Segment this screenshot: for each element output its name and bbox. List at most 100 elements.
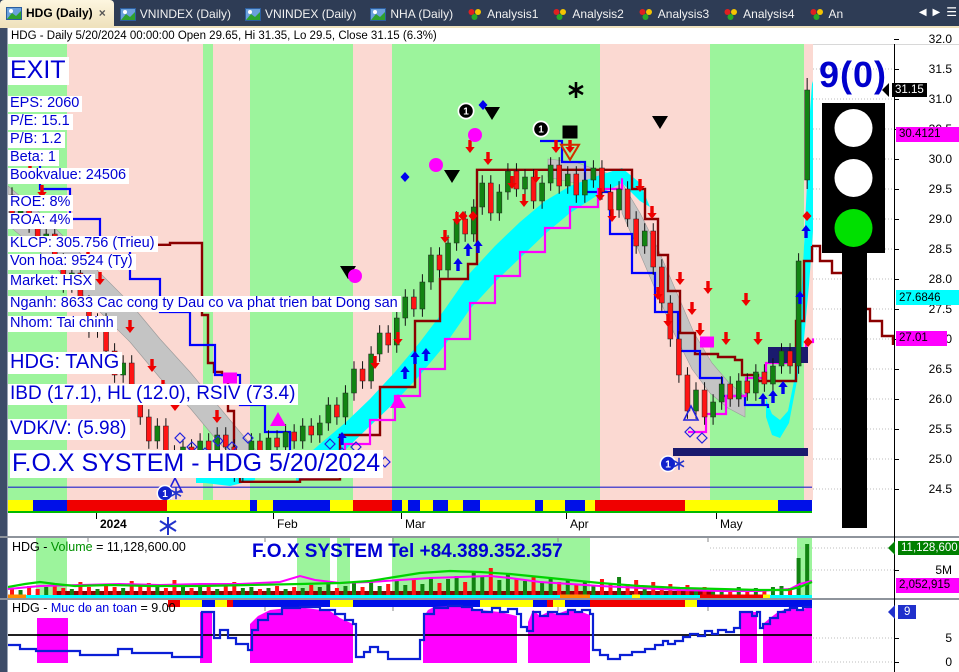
date-tick xyxy=(401,513,402,519)
price-tick xyxy=(894,219,899,220)
analysis-icon xyxy=(639,8,652,20)
traffic-light xyxy=(822,103,885,513)
price-tick-label: 27.5 xyxy=(928,302,952,316)
price-tick xyxy=(894,399,899,400)
date-tick xyxy=(716,513,717,519)
price-tick-label: 29.0 xyxy=(928,212,952,226)
tab-label: VNINDEX (Daily) xyxy=(139,7,232,21)
overlay-pb: P/B: 1.2 xyxy=(8,131,65,149)
date-label: May xyxy=(720,517,743,531)
chart-icon xyxy=(245,7,262,21)
volume-value-chip: 11,128,600 xyxy=(888,540,959,556)
tab-hdg-daily-[interactable]: HDG (Daily) × xyxy=(0,0,114,26)
date-tick xyxy=(273,513,274,519)
price-tick xyxy=(894,159,899,160)
overlay-fox: F.O.X SYSTEM - HDG 5/20/2024 xyxy=(10,450,384,478)
analysis-icon xyxy=(810,8,823,20)
chart-icon xyxy=(6,6,22,20)
tab-analysis3[interactable]: Analysis3 xyxy=(632,2,717,26)
price-tick xyxy=(894,489,899,490)
snowflake-icon xyxy=(159,517,177,535)
analysis-icon xyxy=(724,8,738,20)
overlay-klcp: KLCP: 305.756 (Trieu) xyxy=(8,235,158,253)
tab-label: Analysis2 xyxy=(572,7,624,21)
signal-count-label: 9(0) xyxy=(818,54,888,95)
price-tick xyxy=(894,69,899,70)
price-value-chip: 27.01 xyxy=(896,330,947,346)
price-value-chip: 27.6846 xyxy=(896,290,959,306)
price-tick-label: 26.0 xyxy=(928,392,952,406)
price-tick-label: 28.5 xyxy=(928,242,952,256)
pane-splitter-2[interactable] xyxy=(0,598,959,600)
price-tick xyxy=(894,189,899,190)
overlay-bookvalue: Bookvalue: 24506 xyxy=(8,167,130,185)
svg-text:1: 1 xyxy=(463,107,469,118)
price-tick xyxy=(894,99,899,100)
volume-value-chip: 2,052,915 xyxy=(896,577,959,593)
price-tick-label: 31.0 xyxy=(928,92,952,106)
date-label: Mar xyxy=(405,517,426,531)
tab-an[interactable]: An xyxy=(803,2,852,26)
price-tick-label: 25.5 xyxy=(928,422,952,436)
tab-bar: HDG (Daily) × VNINDEX (Daily) VNINDEX (Dail… xyxy=(0,0,959,26)
tab-vnindex-daily-[interactable]: VNINDEX (Daily) xyxy=(239,2,364,26)
tabs-scroll-left-icon[interactable]: ◀ xyxy=(918,6,927,18)
tab-analysis4[interactable]: Analysis4 xyxy=(717,2,802,26)
safety-pane-chart[interactable] xyxy=(8,600,894,672)
tab-analysis2[interactable]: Analysis2 xyxy=(546,2,631,26)
tab-label: Analysis4 xyxy=(743,7,795,21)
tab-label: An xyxy=(828,7,844,21)
overlay-eps: EPS: 2060 xyxy=(8,95,83,113)
price-tick-label: 32.0 xyxy=(928,32,952,46)
price-tick xyxy=(894,279,899,280)
overlay-pe: P/E: 15.1 xyxy=(8,113,73,131)
tab-label: HDG (Daily) xyxy=(26,6,93,20)
overlay-trend: HDG: TANG xyxy=(8,351,123,375)
price-tick-label: 28.0 xyxy=(928,272,952,286)
price-tick-label: 26.5 xyxy=(928,362,952,376)
tab-nha-daily-[interactable]: NHA (Daily) xyxy=(364,2,461,26)
volume-tick-label: 5M xyxy=(935,563,952,577)
date-tick xyxy=(96,513,97,519)
price-tick-label: 25.0 xyxy=(928,452,952,466)
close-icon[interactable]: × xyxy=(98,6,106,20)
overlay-vonhoa: Von hoa: 9524 (Ty) xyxy=(8,253,136,271)
tab-analysis1[interactable]: Analysis1 xyxy=(461,2,546,26)
price-axis-line xyxy=(894,44,895,672)
price-tick-label: 29.5 xyxy=(928,182,952,196)
tabs-menu-icon[interactable]: ☰ xyxy=(946,5,957,19)
analysis-icon xyxy=(468,8,482,20)
price-tick-label: 31.5 xyxy=(928,62,952,76)
price-tick xyxy=(894,39,899,40)
analysis-icon xyxy=(553,8,567,20)
pane-splitter-1[interactable] xyxy=(0,536,959,538)
price-tick xyxy=(894,249,899,250)
main-price-chart[interactable]: 1 1 1 1 xyxy=(8,44,894,513)
window-left-frame xyxy=(0,28,8,672)
safety-tick-label: 5 xyxy=(945,631,952,645)
price-tick-label: 24.5 xyxy=(928,482,952,496)
date-axis xyxy=(8,513,894,536)
overlay-exit: EXIT xyxy=(8,57,69,85)
svg-text:1: 1 xyxy=(162,489,168,500)
tabs-scroll-right-icon[interactable]: ▶ xyxy=(932,6,941,18)
overlay-vdk: VDK/V: (5.98) xyxy=(8,418,130,441)
chart-icon xyxy=(370,7,387,21)
chart-icon xyxy=(119,7,136,21)
volume-pane-chart[interactable] xyxy=(8,538,894,598)
date-label: 2024 xyxy=(100,517,127,531)
tab-vnindex-daily-[interactable]: VNINDEX (Daily) xyxy=(114,2,239,26)
volume-watermark: F.O.X SYSTEM Tel +84.389.352.357 xyxy=(252,541,563,562)
tab-label: NHA (Daily) xyxy=(390,7,454,21)
overlay-roa: ROA: 4% xyxy=(8,212,74,230)
date-label: Feb xyxy=(277,517,298,531)
safety-tick-label: 0 xyxy=(945,655,952,669)
safety-value-chip: 9 xyxy=(888,604,928,620)
overlay-ibd: IBD (17.1), HL (12.0), RSIV (73.4) xyxy=(8,383,299,406)
chart-title-bar: HDG - Daily 5/20/2024 00:00:00 Open 29.6… xyxy=(8,28,959,45)
date-tick xyxy=(566,513,567,519)
tabbar-underline xyxy=(0,26,959,28)
price-tick xyxy=(894,429,899,430)
price-tick xyxy=(894,369,899,370)
